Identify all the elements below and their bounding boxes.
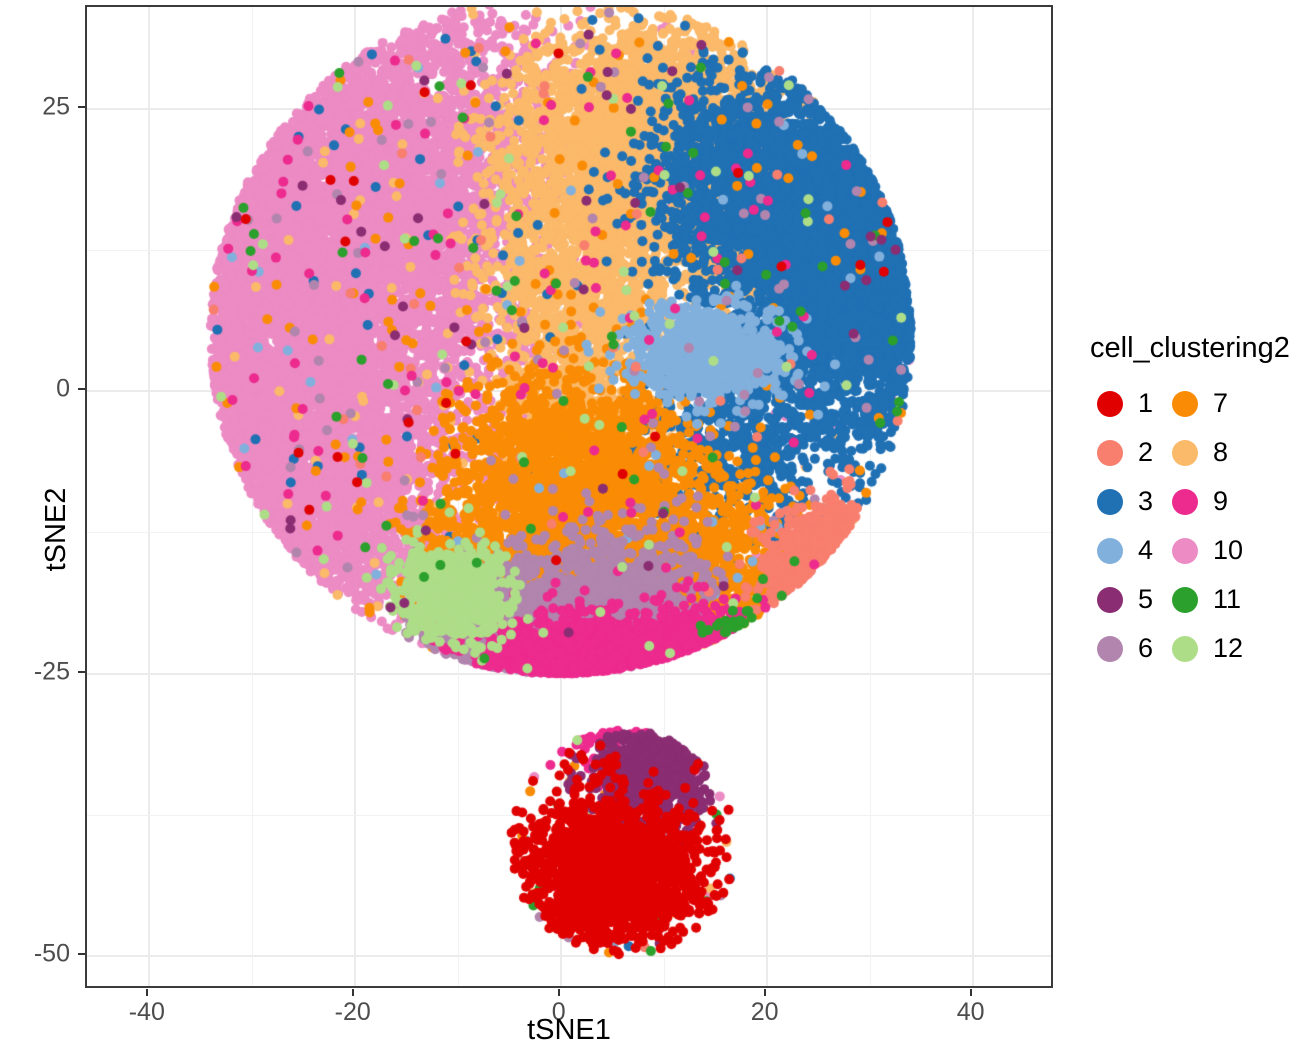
x-tick-mark bbox=[557, 989, 560, 996]
legend-item-12[interactable]: 12 bbox=[1165, 624, 1243, 673]
legend-title: cell_clustering2 bbox=[1090, 332, 1290, 364]
legend-label: 12 bbox=[1213, 633, 1244, 663]
y-tick-mark bbox=[78, 105, 85, 108]
legend-color-dot bbox=[1172, 586, 1199, 613]
legend-item-3[interactable]: 3 bbox=[1090, 477, 1153, 526]
x-axis-title: tSNE1 bbox=[527, 1014, 611, 1046]
legend-key-swatch bbox=[1165, 531, 1205, 571]
legend-color-dot bbox=[1172, 390, 1199, 417]
x-tick-label: 40 bbox=[956, 998, 985, 1026]
x-tick-mark bbox=[969, 989, 972, 996]
legend-label: 10 bbox=[1213, 535, 1244, 565]
legend-color-dot bbox=[1097, 537, 1123, 564]
legend-key-swatch bbox=[1165, 629, 1205, 669]
legend-key-swatch bbox=[1165, 580, 1205, 620]
legend-color-dot bbox=[1097, 586, 1123, 613]
x-tick-label: -40 bbox=[128, 998, 165, 1026]
legend-color-dot bbox=[1172, 439, 1199, 466]
legend-item-7[interactable]: 7 bbox=[1165, 379, 1243, 428]
legend-color-dot bbox=[1097, 439, 1123, 466]
legend-column: 1 2 3 4 5 6 bbox=[1090, 379, 1153, 673]
y-tick-label: 25 bbox=[42, 92, 70, 121]
legend-item-1[interactable]: 1 bbox=[1090, 379, 1153, 428]
legend-key-swatch bbox=[1090, 629, 1130, 669]
legend-label: 1 bbox=[1138, 388, 1154, 418]
legend-key-swatch bbox=[1165, 482, 1205, 522]
legend-columns: 1 2 3 4 5 6 7 8 9 10 11 12 bbox=[1090, 379, 1290, 673]
legend-label: 8 bbox=[1213, 437, 1229, 467]
legend-item-2[interactable]: 2 bbox=[1090, 428, 1153, 477]
legend-item-4[interactable]: 4 bbox=[1090, 526, 1153, 575]
y-tick-mark bbox=[78, 953, 85, 956]
legend-label: 7 bbox=[1213, 388, 1229, 418]
legend-key-swatch bbox=[1165, 384, 1205, 424]
legend-item-6[interactable]: 6 bbox=[1090, 624, 1153, 673]
y-tick-label: 0 bbox=[56, 374, 70, 403]
legend-color-dot bbox=[1172, 488, 1199, 515]
legend-key-swatch bbox=[1090, 482, 1130, 522]
legend-label: 4 bbox=[1138, 535, 1154, 565]
legend-color-dot bbox=[1097, 635, 1123, 662]
legend-item-9[interactable]: 9 bbox=[1165, 477, 1243, 526]
legend-color-dot bbox=[1097, 390, 1123, 417]
plot-panel bbox=[85, 5, 1053, 988]
legend-key-swatch bbox=[1090, 384, 1130, 424]
y-tick-mark bbox=[78, 388, 85, 391]
legend-color-dot bbox=[1172, 537, 1199, 564]
legend-label: 6 bbox=[1138, 633, 1154, 663]
y-tick-label: -25 bbox=[33, 657, 70, 686]
y-tick-mark bbox=[78, 670, 85, 673]
x-tick-mark bbox=[763, 989, 766, 996]
legend-label: 11 bbox=[1213, 584, 1242, 614]
y-tick-label: -50 bbox=[33, 939, 70, 968]
legend-key-swatch bbox=[1090, 531, 1130, 571]
legend-item-10[interactable]: 10 bbox=[1165, 526, 1243, 575]
legend-item-11[interactable]: 11 bbox=[1165, 575, 1243, 624]
x-tick-label: 0 bbox=[551, 998, 566, 1026]
legend-label: 9 bbox=[1213, 486, 1229, 516]
legend: cell_clustering2 1 2 3 4 5 6 7 8 9 10 11 12 bbox=[1090, 332, 1290, 673]
y-axis-title-wrap: tSNE2 bbox=[2, 0, 72, 988]
legend-key-swatch bbox=[1165, 433, 1205, 473]
legend-label: 3 bbox=[1138, 486, 1154, 516]
x-tick-mark bbox=[145, 989, 148, 996]
scatter-points-canvas bbox=[87, 7, 1051, 986]
x-tick-mark bbox=[351, 989, 354, 996]
legend-color-dot bbox=[1097, 488, 1123, 515]
x-tick-label: -20 bbox=[334, 998, 371, 1026]
legend-label: 5 bbox=[1138, 584, 1154, 614]
legend-label: 2 bbox=[1138, 437, 1154, 467]
legend-item-8[interactable]: 8 bbox=[1165, 428, 1243, 477]
y-axis-title: tSNE2 bbox=[39, 487, 72, 572]
legend-key-swatch bbox=[1090, 580, 1130, 620]
x-tick-label: 20 bbox=[750, 998, 779, 1026]
legend-key-swatch bbox=[1090, 433, 1130, 473]
legend-color-dot bbox=[1172, 635, 1199, 662]
legend-item-5[interactable]: 5 bbox=[1090, 575, 1153, 624]
legend-column: 7 8 9 10 11 12 bbox=[1165, 379, 1243, 673]
